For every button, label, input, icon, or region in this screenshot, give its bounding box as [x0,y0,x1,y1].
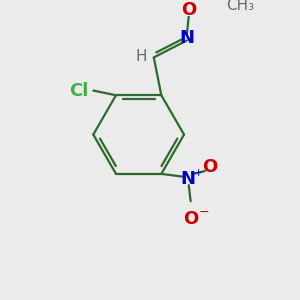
Text: Cl: Cl [69,82,88,100]
Text: O: O [183,210,198,228]
Text: O: O [202,158,217,176]
Text: N: N [180,169,195,188]
Text: CH₃: CH₃ [226,0,255,13]
Text: O: O [181,1,196,19]
Text: +: + [194,168,203,178]
Text: −: − [198,206,209,219]
Text: N: N [179,28,194,46]
Text: H: H [136,49,147,64]
